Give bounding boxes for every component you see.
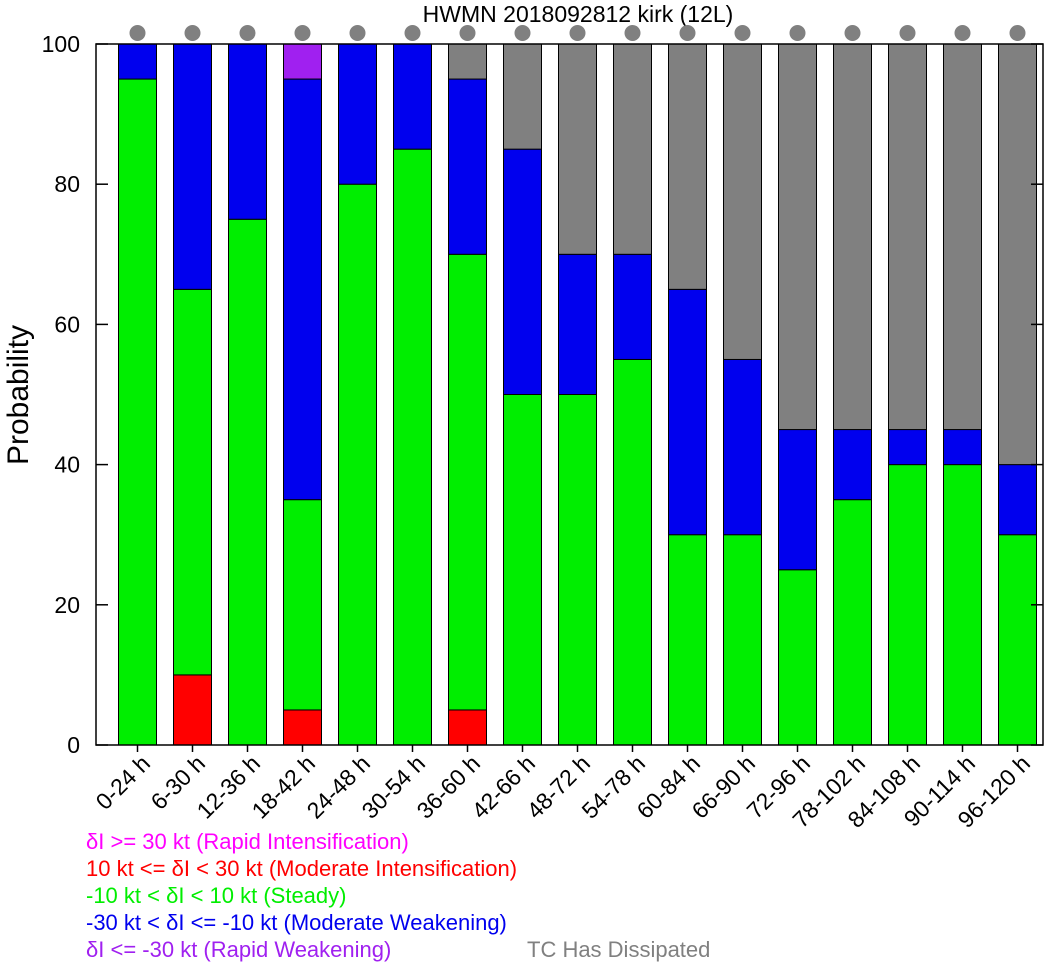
y-tick-label-80: 80: [54, 171, 80, 197]
chart-title: HWMN 2018092812 kirk (12L): [423, 1, 734, 27]
markers-group: [129, 25, 1026, 41]
bar-segment-mw-9: [613, 253, 652, 360]
marker-dot-2: [239, 25, 256, 41]
bar-segment-mw-7: [503, 148, 542, 395]
bar-segment-dissipated-12: [778, 43, 817, 431]
bar-segment-dissipated-9: [613, 43, 652, 255]
marker-dot-12: [789, 25, 806, 41]
bar-segment-mw-11: [723, 358, 762, 536]
bar-segment-mw-13: [833, 429, 872, 501]
bar-segment-dissipated-7: [503, 43, 542, 150]
bar-segment-steady-6: [448, 253, 487, 711]
bar-segment-steady-0: [118, 78, 157, 746]
bar-segment-steady-3: [283, 499, 322, 711]
marker-dot-6: [459, 25, 476, 41]
bar-segment-rw-3: [283, 43, 322, 80]
bar-segment-dissipated-16: [998, 43, 1037, 466]
legend-tc-dissipated: TC Has Dissipated: [527, 937, 711, 962]
bar-segment-mi-1: [173, 674, 212, 746]
bar-segment-dissipated-10: [668, 43, 707, 290]
marker-dot-11: [734, 25, 751, 41]
bar-segment-mw-6: [448, 78, 487, 255]
bar-segment-steady-5: [393, 148, 432, 746]
marker-dot-5: [404, 25, 421, 41]
legend-steady: -10 kt < δI < 10 kt (Steady): [86, 883, 347, 908]
bar-segment-mw-0: [118, 43, 157, 80]
y-tick-label-100: 100: [42, 31, 80, 57]
bar-segment-steady-7: [503, 394, 542, 746]
bar-segment-steady-12: [778, 569, 817, 746]
y-tick-label-40: 40: [54, 452, 80, 478]
bar-segment-mw-8: [558, 253, 597, 395]
bar-segment-mw-14: [888, 429, 927, 466]
bar-segment-steady-13: [833, 499, 872, 746]
bar-segment-mw-5: [393, 43, 432, 150]
bar-segment-steady-9: [613, 358, 652, 746]
bar-segment-dissipated-11: [723, 43, 762, 360]
bar-segment-steady-2: [228, 218, 267, 746]
bar-segment-steady-4: [338, 183, 377, 746]
marker-dot-8: [569, 25, 586, 41]
bar-segment-steady-10: [668, 534, 707, 746]
bar-segment-mw-10: [668, 288, 707, 536]
bar-segment-mw-2: [228, 43, 267, 220]
y-tick-label-20: 20: [54, 592, 80, 618]
bar-segment-dissipated-14: [888, 43, 927, 431]
bar-segment-mw-15: [943, 429, 982, 466]
marker-dot-0: [129, 25, 146, 41]
bar-segment-dissipated-13: [833, 43, 872, 431]
marker-dot-9: [624, 25, 641, 41]
x-tick-labels-group: 0-24 h6-30 h12-36 h18-42 h24-48 h30-54 h…: [91, 745, 1035, 833]
y-axis-label: Probability: [2, 325, 35, 465]
marker-dot-14: [899, 25, 916, 41]
marker-dot-10: [679, 25, 696, 41]
bar-segment-mw-16: [998, 464, 1037, 536]
marker-dot-1: [184, 25, 201, 41]
bar-segment-steady-16: [998, 534, 1037, 746]
y-tick-label-60: 60: [54, 311, 80, 337]
bar-segment-mw-1: [173, 43, 212, 290]
legend-rapid-intensification: δI >= 30 kt (Rapid Intensification): [86, 829, 409, 854]
legend-moderate-intensification: 10 kt <= δI < 30 kt (Moderate Intensific…: [86, 856, 518, 881]
bars-group: [118, 43, 1037, 746]
legend-rapid-weakening: δI <= -30 kt (Rapid Weakening): [86, 937, 392, 962]
bar-segment-steady-8: [558, 394, 597, 746]
marker-dot-7: [514, 25, 531, 41]
bar-segment-mw-3: [283, 78, 322, 501]
y-ticks-group: 0 20 40 60 80 100: [42, 31, 1043, 758]
bar-segment-mi-3: [283, 709, 322, 746]
marker-dot-3: [294, 25, 311, 41]
bar-segment-dissipated-6: [448, 43, 487, 80]
bar-segment-steady-11: [723, 534, 762, 746]
bar-segment-mw-12: [778, 429, 817, 571]
bar-segment-steady-15: [943, 464, 982, 746]
bar-segment-steady-14: [888, 464, 927, 746]
marker-dot-16: [1009, 25, 1026, 41]
bar-segment-mi-6: [448, 709, 487, 746]
bar-segment-dissipated-15: [943, 43, 982, 431]
marker-dot-13: [844, 25, 861, 41]
bar-segment-steady-1: [173, 288, 212, 676]
legend-moderate-weakening: -30 kt < δI <= -10 kt (Moderate Weakenin…: [86, 910, 507, 935]
bar-segment-mw-4: [338, 43, 377, 185]
marker-dot-15: [954, 25, 971, 41]
marker-dot-4: [349, 25, 366, 41]
y-tick-label-0: 0: [67, 732, 80, 758]
bar-segment-dissipated-8: [558, 43, 597, 255]
plot-frame: [95, 43, 1044, 746]
x-tick-label-0: 0-24 h: [91, 750, 156, 815]
